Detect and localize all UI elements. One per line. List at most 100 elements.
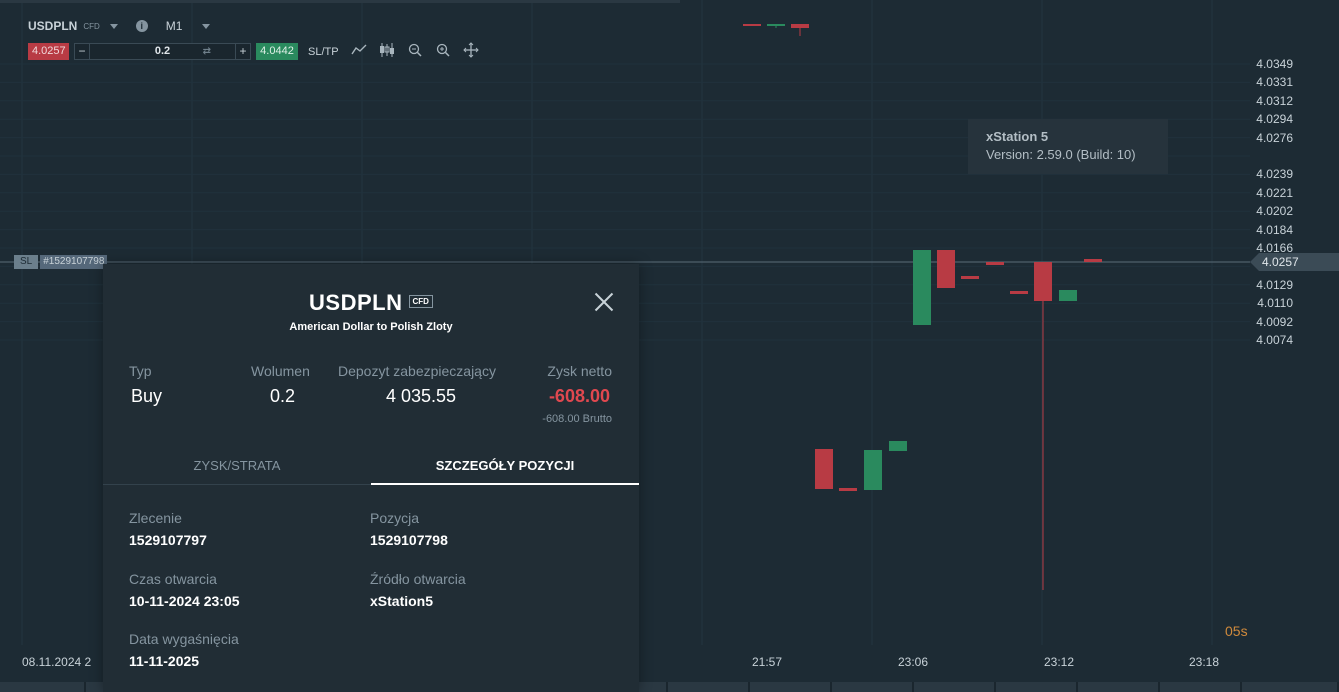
position-label: Pozycja xyxy=(370,510,420,526)
candles-icon[interactable] xyxy=(379,43,395,60)
tab-profit-loss[interactable]: ZYSK/STRATA xyxy=(193,458,281,473)
stop-loss-tag[interactable]: SL #1529107798 xyxy=(14,255,108,269)
candle-body xyxy=(1010,291,1028,294)
price-axis-label: 4.0276 xyxy=(1256,130,1293,145)
time-axis-label: 23:18 xyxy=(1189,655,1220,669)
candle-body xyxy=(961,276,979,279)
volume-value: 0.2 xyxy=(270,386,296,406)
volume-stepper[interactable]: − 0.2 ⇄ + xyxy=(74,43,251,60)
buy-button[interactable]: 4.0442 xyxy=(256,43,298,60)
swap-icon[interactable]: ⇄ xyxy=(202,46,211,57)
type-label: Typ xyxy=(129,363,152,379)
tooltip-title: xStation 5 xyxy=(986,129,1049,144)
symbol-dropdown-icon[interactable] xyxy=(109,23,118,29)
zoom-out-icon[interactable] xyxy=(407,43,423,60)
dialog-title: USDPLN CFD xyxy=(103,290,639,316)
bottom-tab[interactable] xyxy=(0,682,86,692)
price-axis-label: 4.0221 xyxy=(1256,185,1293,200)
zoom-in-icon[interactable] xyxy=(435,43,451,60)
bottom-tab[interactable] xyxy=(914,682,996,692)
symbol-toolbar: USDPLN CFD i M1 xyxy=(28,17,211,35)
volume-input[interactable]: 0.2 ⇄ xyxy=(89,44,236,59)
margin-label: Depozyt zabezpieczający xyxy=(338,363,496,379)
time-axis-label: 23:06 xyxy=(898,655,929,669)
price-axis-label: 4.0184 xyxy=(1256,222,1293,237)
price-axis-label: 4.0331 xyxy=(1256,75,1293,90)
volume-increase-button[interactable]: + xyxy=(239,44,247,58)
bottom-tab[interactable] xyxy=(750,682,832,692)
candle-body xyxy=(913,250,931,325)
timeframe-dropdown-icon[interactable] xyxy=(202,23,211,29)
volume-value: 0.2 xyxy=(154,45,171,57)
symbol-tag: CFD xyxy=(83,21,100,31)
symbol-name[interactable]: USDPLN xyxy=(28,19,78,33)
order-label: Zlecenie xyxy=(129,510,182,526)
position-value: 1529107798 xyxy=(370,532,448,548)
position-details-dialog: USDPLN CFD American Dollar to Polish Zlot… xyxy=(103,264,639,692)
sl-label: SL xyxy=(14,255,39,269)
tab-active-indicator xyxy=(371,483,639,485)
candle-body xyxy=(937,250,955,288)
dialog-symbol-description: American Dollar to Polish Zloty xyxy=(289,321,453,333)
open-time-value: 10-11-2024 23:05 xyxy=(129,593,240,609)
bottom-tab[interactable] xyxy=(996,682,1078,692)
sltp-button[interactable]: SL/TP xyxy=(308,45,339,58)
timeframe-selector[interactable]: M1 xyxy=(165,19,183,33)
bottom-tab[interactable] xyxy=(668,682,750,692)
candle-body xyxy=(839,488,857,491)
candle-body xyxy=(815,449,833,489)
tooltip-version: Version: 2.59.0 (Build: 10) xyxy=(986,147,1136,162)
sl-order-number: #1529107798 xyxy=(40,255,108,269)
top-border xyxy=(0,0,680,3)
bottom-tab[interactable] xyxy=(1078,682,1160,692)
margin-value: 4 035.55 xyxy=(386,386,457,406)
volume-decrease-button[interactable]: − xyxy=(78,44,86,58)
candle-body xyxy=(864,450,882,490)
time-axis-label: 08.11.2024 2 xyxy=(22,655,92,669)
candle-body xyxy=(986,262,1004,265)
price-axis-label: 4.0074 xyxy=(1256,333,1293,347)
current-price-badge: 4.0257 xyxy=(1250,253,1339,271)
candle-body xyxy=(1034,262,1052,301)
dialog-symbol: USDPLN xyxy=(309,290,403,315)
bottom-tab[interactable] xyxy=(1160,682,1242,692)
candle-body xyxy=(1059,290,1077,301)
expiry-label: Data wygaśnięcia xyxy=(129,631,239,647)
type-value: Buy xyxy=(131,386,163,406)
sell-button[interactable]: 4.0257 xyxy=(28,43,69,60)
candle-body xyxy=(889,441,907,451)
candle-body xyxy=(767,24,785,26)
price-axis-label: 4.0092 xyxy=(1256,314,1293,329)
candle-body xyxy=(743,24,761,26)
price-axis-label: 4.0166 xyxy=(1256,241,1293,255)
price-axis-label: 4.0129 xyxy=(1256,277,1293,292)
trade-toolbar: 4.0257 − 0.2 ⇄ + 4.0442 SL/TP xyxy=(28,42,479,61)
volume-label: Wolumen xyxy=(251,363,310,379)
price-axis-label: 4.0312 xyxy=(1256,93,1293,108)
candle-countdown: 05s xyxy=(1225,623,1248,639)
open-time-label: Czas otwarcia xyxy=(129,571,217,587)
bottom-tab[interactable] xyxy=(832,682,914,692)
net-profit-value: -608.00 xyxy=(548,386,610,406)
tab-position-details[interactable]: SZCZEGÓŁY POZYCJI xyxy=(435,458,575,473)
price-axis-label: 4.0239 xyxy=(1256,167,1293,182)
gross-profit-value: -608.00 Brutto xyxy=(542,413,612,425)
candle-body xyxy=(1084,259,1102,262)
open-source-label: Źródło otwarcia xyxy=(370,571,466,587)
net-profit-label: Zysk netto xyxy=(547,363,612,379)
price-axis-label: 4.0110 xyxy=(1257,296,1293,311)
bottom-tab[interactable] xyxy=(1242,682,1339,692)
time-axis-label: 23:12 xyxy=(1044,655,1075,669)
expiry-value: 11-11-2025 xyxy=(129,653,200,669)
order-value: 1529107797 xyxy=(129,532,207,548)
crosshair-icon[interactable] xyxy=(462,42,479,61)
price-axis-label: 4.0202 xyxy=(1256,204,1293,219)
candle-body xyxy=(791,24,809,28)
price-axis-label: 4.0294 xyxy=(1256,112,1293,127)
info-icon[interactable]: i xyxy=(135,20,148,32)
current-price-value: 4.0257 xyxy=(1262,255,1299,269)
open-source-value: xStation5 xyxy=(370,593,434,609)
version-tooltip: xStation 5 Version: 2.59.0 (Build: 10) xyxy=(968,119,1168,174)
line-chart-icon[interactable] xyxy=(350,44,367,59)
time-axis-label: 21:57 xyxy=(752,655,783,669)
